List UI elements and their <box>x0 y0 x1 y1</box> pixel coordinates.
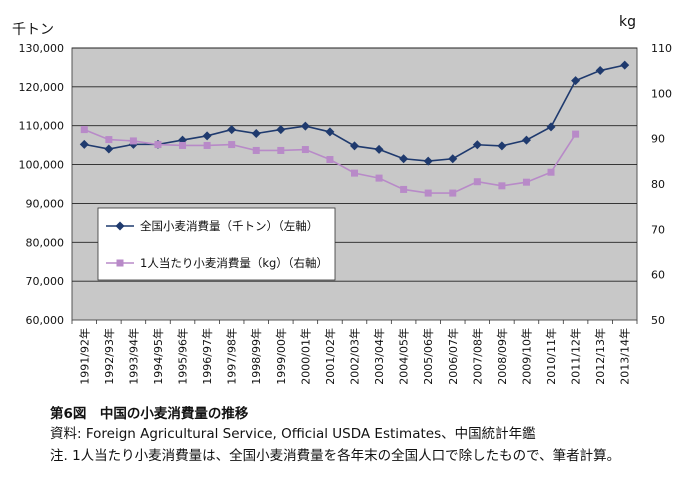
data-point-consumption <box>546 122 556 132</box>
x-tick-label: 2009/10年 <box>519 328 533 385</box>
x-tick-label: 2004/05年 <box>397 328 411 385</box>
left-tick-label: 120,000 <box>19 81 65 94</box>
data-point-consumption <box>571 76 581 86</box>
data-point-per-capita <box>547 168 555 176</box>
data-point-per-capita <box>400 185 408 193</box>
data-point-per-capita <box>301 146 309 154</box>
data-point-per-capita <box>252 146 260 154</box>
left-tick-label: 70,000 <box>26 275 65 288</box>
data-point-per-capita <box>449 189 457 197</box>
x-tick-label: 1999/00年 <box>274 328 288 385</box>
data-point-per-capita <box>179 141 187 149</box>
x-tick-label: 1994/95年 <box>151 328 165 385</box>
legend-box <box>97 207 336 281</box>
data-point-consumption <box>448 154 458 164</box>
legend-marker-2 <box>116 259 124 267</box>
data-point-consumption <box>423 156 433 166</box>
x-tick-label: 2000/01年 <box>298 328 312 385</box>
data-point-consumption <box>300 121 310 131</box>
data-point-per-capita <box>424 189 432 197</box>
x-tick-label: 1997/98年 <box>225 328 239 385</box>
data-point-per-capita <box>522 178 530 186</box>
data-point-per-capita <box>129 137 137 145</box>
legend-label-1: 全国小麦消費量（千トン）（左軸） <box>140 219 318 233</box>
figure-caption-source: 資料: Foreign Agricultural Service, Offici… <box>50 426 536 442</box>
x-tick-label: 2002/03年 <box>348 328 362 385</box>
left-tick-label: 110,000 <box>19 120 65 133</box>
x-tick-label: 1993/94年 <box>126 328 140 385</box>
left-tick-label: 130,000 <box>19 42 65 55</box>
right-axis-unit: kg <box>619 14 636 30</box>
data-point-per-capita <box>80 126 88 134</box>
x-tick-label: 1992/93年 <box>102 328 116 385</box>
x-tick-label: 1998/99年 <box>249 328 263 385</box>
x-tick-label: 2007/08年 <box>470 328 484 385</box>
data-point-consumption <box>251 128 261 138</box>
data-point-per-capita <box>154 141 162 149</box>
data-point-per-capita <box>572 130 580 138</box>
left-axis-unit: 千トン <box>12 22 54 38</box>
data-point-consumption <box>399 154 409 164</box>
series <box>79 60 630 197</box>
data-point-consumption <box>374 144 384 154</box>
data-point-consumption <box>276 125 286 135</box>
data-point-consumption <box>227 125 237 135</box>
data-point-per-capita <box>203 141 211 149</box>
x-tick-label: 2003/04年 <box>372 328 386 385</box>
data-point-per-capita <box>351 169 358 177</box>
right-tick-label: 70 <box>651 223 665 236</box>
data-point-per-capita <box>228 141 236 149</box>
data-point-consumption <box>620 60 630 70</box>
left-tick-label: 90,000 <box>26 197 65 210</box>
data-point-per-capita <box>326 156 334 164</box>
x-tick-label: 2005/06年 <box>421 328 435 385</box>
data-point-consumption <box>472 140 482 150</box>
x-tick-label: 2013/14年 <box>618 328 632 385</box>
right-tick-label: 110 <box>651 42 672 55</box>
data-point-consumption <box>350 141 359 151</box>
data-point-consumption <box>202 131 212 141</box>
x-tick-label: 2008/09年 <box>495 328 509 385</box>
left-tick-label: 80,000 <box>26 236 65 249</box>
figure-caption-note: 注. 1人当たり小麦消費量は、全国小麦消費量を各年末の全国人口で除したもので、筆… <box>50 448 621 464</box>
data-point-consumption <box>595 66 605 76</box>
x-tick-label: 1991/92年 <box>77 328 91 385</box>
x-tick-label: 2006/07年 <box>446 328 460 385</box>
x-tick-label: 2011/12年 <box>569 328 583 385</box>
left-tick-label: 100,000 <box>19 159 65 172</box>
data-point-consumption <box>325 127 335 137</box>
right-tick-label: 60 <box>651 269 665 282</box>
left-tick-label: 60,000 <box>26 314 65 327</box>
right-tick-label: 50 <box>651 314 665 327</box>
right-tick-label: 90 <box>651 133 665 146</box>
data-point-per-capita <box>473 178 481 186</box>
data-point-consumption <box>104 144 114 154</box>
figure-caption-title: 第6図 中国の小麦消費量の推移 <box>50 406 249 422</box>
data-point-per-capita <box>498 182 506 190</box>
chart: 60,000 70,000 80,000 90,000 100,000 110,000 12… <box>12 14 673 385</box>
legend-label-2: 1人当たり小麦消費量（kg）（右軸） <box>140 256 328 270</box>
data-point-consumption <box>521 135 531 145</box>
axes: 60,000 70,000 80,000 90,000 100,000 110,000 12… <box>19 42 673 385</box>
right-tick-label: 80 <box>651 178 665 191</box>
x-tick-label: 1995/96年 <box>176 328 190 385</box>
right-tick-label: 100 <box>651 87 672 100</box>
x-tick-label: 1996/97年 <box>200 328 214 385</box>
legend: 全国小麦消費量（千トン）（左軸） 1人当たり小麦消費量（kg）（右軸） <box>97 207 336 281</box>
legend-marker-1 <box>115 221 125 231</box>
x-tick-label: 2010/11年 <box>544 328 558 385</box>
x-tick-label: 2012/13年 <box>593 328 607 385</box>
data-point-consumption <box>79 139 89 149</box>
data-point-consumption <box>497 141 507 151</box>
data-point-per-capita <box>277 146 285 154</box>
data-point-per-capita <box>105 136 113 144</box>
data-point-per-capita <box>375 174 383 182</box>
x-tick-label: 2001/02年 <box>323 328 337 385</box>
